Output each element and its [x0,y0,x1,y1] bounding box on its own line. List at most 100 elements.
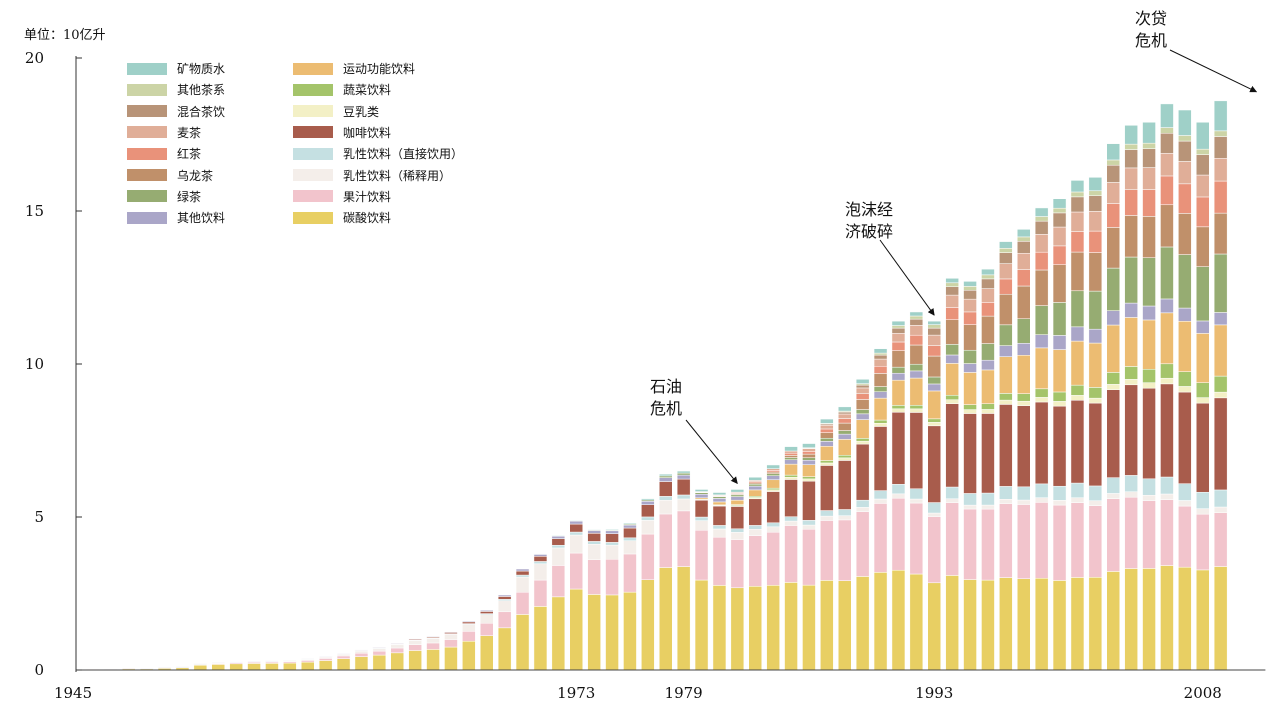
bar-segment [873,503,888,573]
bar-segment [838,460,852,510]
bar-segment [676,478,691,496]
bar-segment [945,498,959,503]
bar-segment [730,499,745,505]
bar-segment [1017,486,1031,501]
bar-segment [1213,180,1228,214]
bar-segment [551,538,566,546]
bar-segment [265,660,279,662]
bar-segment [587,544,601,560]
bar-segment [1052,264,1067,303]
bar-segment [766,479,780,489]
bar-segment [748,535,762,587]
bar-segment [945,502,959,576]
bar-segment [676,470,691,474]
x-tick-label: 1979 [665,684,703,702]
legend-label: 运动功能饮料 [343,62,416,76]
bar-segment [1196,266,1210,322]
bar-segment [1106,159,1120,166]
bar-segment [426,649,440,671]
bar-segment [927,418,941,423]
bar-segment [1017,400,1031,406]
bar-1995 [963,281,977,671]
bar-segment [1160,246,1174,300]
bar-segment [963,508,977,580]
bar-segment [802,480,816,521]
bar-1954 [229,661,243,671]
legend-swatch [127,190,167,203]
bar-segment [1124,496,1138,569]
legend-item: 绿茶 [127,188,201,205]
bar-segment [784,459,798,465]
bar-1993 [927,320,941,671]
bar-segment [1124,491,1138,498]
bar-segment [1106,324,1120,373]
bar-segment [820,432,834,439]
bar-2000 [1052,198,1067,671]
bar-segment [1160,493,1174,500]
bar-segment [533,563,548,581]
bar-segment [1213,212,1228,255]
bar-1983 [748,476,762,671]
bar-segment [766,491,780,524]
bar-segment [999,324,1013,346]
bar-segment [247,663,261,671]
bar-segment [981,274,995,280]
bar-segment [748,586,762,671]
bar-segment [444,634,458,640]
bar-segment [909,412,924,490]
bar-segment [1213,130,1228,137]
legend-label: 豆乳类 [343,104,380,119]
bar-1996 [981,268,995,671]
y-axis-unit-label: 单位：10亿升 [24,28,106,43]
bar-segment [802,478,816,482]
bar-segment [1106,477,1120,494]
annotation-label: 泡沫经 济破碎 [845,200,894,241]
bar-segment [515,614,530,671]
bar-segment [999,252,1013,264]
bar-segment [641,533,655,581]
legend-item: 乳性饮料（稀释用） [293,167,451,184]
bar-segment [1142,189,1156,217]
bar-segment [891,484,906,495]
bar-segment [1017,393,1031,402]
bar-segment [1017,269,1031,287]
bar-segment [963,290,977,300]
bar-segment [587,530,601,534]
bar-segment [1124,149,1138,169]
bar-segment [1088,252,1103,292]
bar-segment [623,522,637,525]
legend-label: 咖啡饮料 [343,125,392,140]
bar-segment [1124,143,1138,150]
bar-1964 [408,638,422,671]
bar-segment [927,422,941,427]
bar-1979 [676,470,691,671]
bar-segment [909,370,924,379]
bar-segment [945,403,959,488]
bar-1967 [462,620,476,671]
bar-segment [1142,216,1156,258]
bar-segment [605,530,619,534]
bar-segment [963,363,977,373]
bar-segment [766,489,780,492]
legend-item: 乌龙茶 [127,167,213,184]
bar-segment [1160,476,1174,495]
bar-segment [1196,333,1210,383]
bar-segment [981,413,995,494]
annotation-arrow [685,419,738,485]
bar-segment [820,428,834,433]
bar-segment [909,573,924,671]
x-tick-label: 2008 [1184,684,1222,702]
bar-segment [963,413,977,494]
bar-segment [211,662,225,664]
bar-1992 [909,311,924,671]
bar-segment [1052,198,1067,209]
bar-1960 [336,652,351,671]
bar-segment [1070,180,1085,193]
bar-segment [873,419,888,424]
legend-swatch [293,105,333,118]
bar-segment [891,372,906,381]
bar-segment [229,661,243,663]
bar-segment [1160,312,1174,365]
bar-segment [1160,132,1174,154]
bar-segment [659,500,673,515]
